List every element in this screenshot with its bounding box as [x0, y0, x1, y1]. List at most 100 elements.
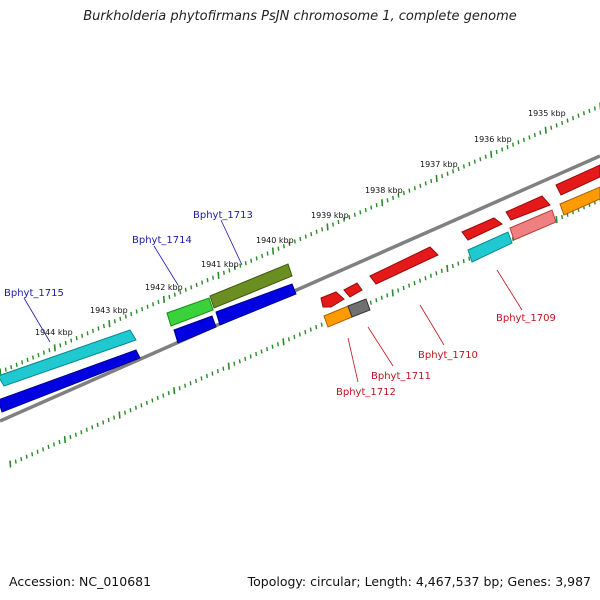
- label-bphyt-1713[interactable]: Bphyt_1713: [193, 210, 253, 221]
- scale-tick: [244, 356, 247, 361]
- scale-tick: [408, 283, 411, 288]
- scale-tick: [70, 338, 73, 343]
- scale-tick: [402, 190, 405, 196]
- scale-tick: [124, 314, 127, 319]
- gene-bphyt-1712-body[interactable]: [323, 305, 353, 328]
- scale-tick: [48, 348, 51, 353]
- scale-tick: [293, 334, 296, 339]
- gene-labels-red: Bphyt_1709 Bphyt_1710 Bphyt_1711 Bphyt_1…: [336, 269, 556, 398]
- scale-tick: [26, 357, 29, 363]
- kbp-label-1941: 1941 kbp: [201, 260, 239, 269]
- scale-tick: [118, 411, 121, 419]
- scale-tick: [282, 244, 285, 249]
- scale-tick: [369, 300, 372, 305]
- gene-bphyt-1711-body[interactable]: [347, 298, 371, 318]
- scale-tick: [441, 174, 444, 179]
- scale-tick: [25, 454, 28, 459]
- gene-bphyt-1715-reverse[interactable]: [0, 349, 141, 413]
- gene-bphyt-1713-forward[interactable]: [209, 263, 293, 309]
- gene-red-small-1[interactable]: [320, 291, 345, 308]
- scale-tick: [9, 460, 12, 468]
- scale-tick: [59, 343, 62, 348]
- scale-tick: [391, 289, 394, 297]
- scale-tick: [152, 302, 155, 307]
- scale-tick: [20, 457, 23, 462]
- scale-tick: [184, 383, 187, 388]
- scale-tick: [113, 319, 116, 324]
- gene-bphyt-1714-reverse[interactable]: [173, 315, 217, 344]
- scale-tick: [168, 294, 171, 300]
- scale-tick: [63, 435, 67, 444]
- gene-pink-reverse[interactable]: [509, 209, 557, 241]
- scale-tick: [457, 261, 460, 266]
- gene-red-forward-5[interactable]: [555, 164, 600, 196]
- scale-tick: [446, 171, 449, 176]
- scale-tick: [468, 161, 471, 167]
- scale-tick: [260, 349, 263, 354]
- scale-tick: [326, 223, 329, 231]
- scale-tick: [332, 222, 335, 227]
- gene-labels-blue: Bphyt_1715 Bphyt_1714 Bphyt_1713: [4, 210, 253, 343]
- scale-tick: [533, 132, 536, 138]
- scale-tick: [522, 137, 525, 142]
- scale-tick: [484, 154, 487, 159]
- scale-tick: [53, 442, 55, 447]
- scale-tick: [129, 408, 132, 413]
- gene-red-forward-3[interactable]: [461, 217, 503, 241]
- scale-tick: [42, 447, 45, 452]
- scale-tick: [37, 352, 40, 358]
- scale-tick: [124, 410, 127, 415]
- scale-tick: [517, 140, 520, 145]
- scale-tick: [555, 123, 558, 128]
- accession-text: Accession: NC_010681: [9, 574, 152, 589]
- scale-tick: [397, 288, 400, 293]
- label-bphyt-1715[interactable]: Bphyt_1715: [4, 288, 64, 299]
- gene-orange-reverse[interactable]: [559, 186, 600, 216]
- label-bphyt-1709[interactable]: Bphyt_1709: [496, 313, 556, 324]
- scale-tick: [397, 193, 400, 198]
- label-bphyt-1714[interactable]: Bphyt_1714: [132, 235, 192, 246]
- scale-tick: [550, 125, 553, 130]
- gene-red-small-2[interactable]: [343, 282, 363, 298]
- gene-bphyt-1709-body[interactable]: [467, 231, 513, 263]
- scale-tick: [288, 241, 291, 246]
- scale-tick: [119, 316, 122, 321]
- scale-tick: [266, 251, 269, 256]
- gene-red-forward-4[interactable]: [505, 195, 551, 221]
- label-bphyt-1710[interactable]: Bphyt_1710: [418, 350, 478, 361]
- scale-tick: [249, 354, 252, 359]
- gene-bphyt-1714-forward[interactable]: [166, 297, 214, 327]
- kbp-labels: 1935 kbp 1936 kbp 1937 kbp 1938 kbp 1939…: [35, 109, 566, 337]
- scale-tick: [238, 359, 241, 364]
- scale-tick: [386, 198, 389, 203]
- scale-tick: [266, 347, 269, 352]
- scale-tick: [359, 210, 362, 215]
- scale-tick: [178, 386, 181, 391]
- chromosome-line: [0, 154, 600, 423]
- scale-tick: [293, 239, 296, 244]
- scale-tick: [179, 290, 182, 295]
- kbp-label-1936: 1936 kbp: [474, 135, 512, 144]
- gene-bphyt-1710-forward[interactable]: [369, 246, 439, 285]
- scale-tick: [424, 276, 427, 281]
- kbp-label-1940: 1940 kbp: [256, 236, 294, 245]
- kbp-label-1942: 1942 kbp: [145, 283, 183, 292]
- label-bphyt-1712[interactable]: Bphyt_1712: [336, 387, 396, 398]
- scale-tick: [190, 285, 193, 290]
- scale-tick: [342, 217, 345, 222]
- gene-bphyt-1713-reverse[interactable]: [215, 283, 297, 326]
- scale-tick: [108, 320, 111, 328]
- scale-tick: [91, 425, 94, 430]
- gene-bphyt-1715-forward[interactable]: [0, 329, 137, 387]
- scale-tick: [162, 393, 165, 398]
- scale-tick: [544, 126, 547, 134]
- scale-tick: [222, 270, 225, 275]
- scale-tick: [430, 178, 433, 184]
- label-bphyt-1711[interactable]: Bphyt_1711: [371, 371, 431, 382]
- kbp-label-1944: 1944 kbp: [35, 328, 73, 337]
- scale-tick: [64, 340, 67, 346]
- scale-tick: [561, 215, 564, 220]
- scale-tick: [299, 236, 302, 242]
- scale-tick: [353, 212, 356, 217]
